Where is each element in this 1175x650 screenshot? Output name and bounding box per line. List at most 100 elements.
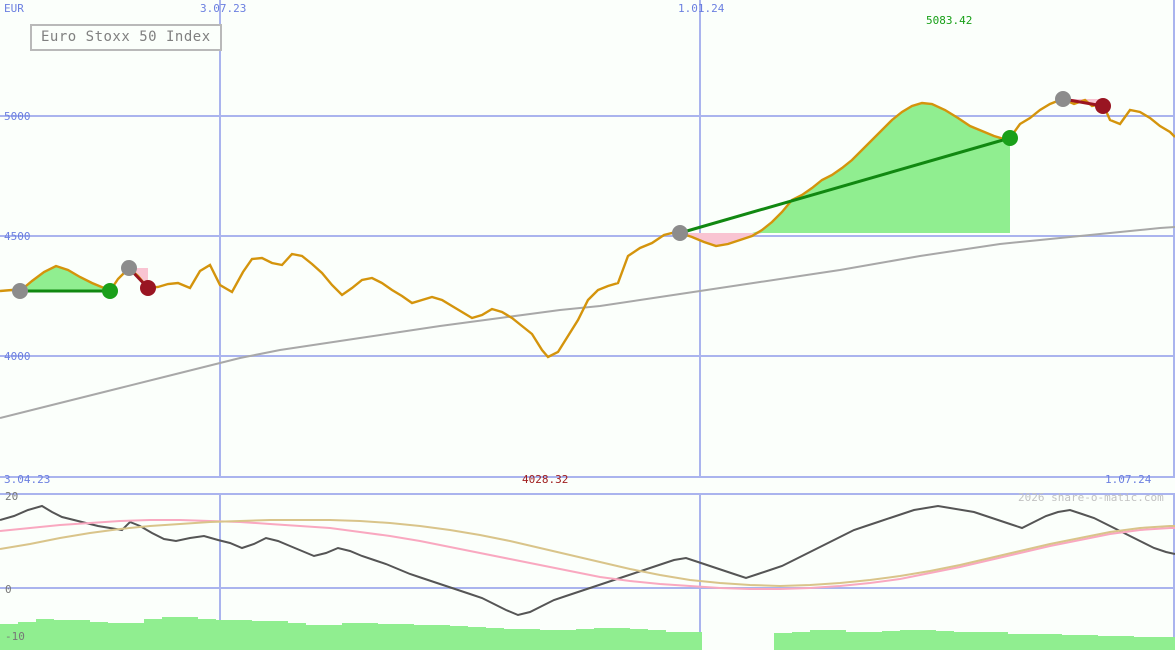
high-price-annotation: 5083.42 xyxy=(926,14,972,27)
volume-bar xyxy=(432,625,450,650)
volume-bar xyxy=(180,617,198,650)
volume-bar xyxy=(1026,634,1044,650)
price-line xyxy=(0,97,1175,359)
entry-marker-1[interactable] xyxy=(12,283,28,299)
volume-bar xyxy=(450,626,468,650)
volume-bar xyxy=(378,624,396,650)
volume-bar xyxy=(990,632,1008,650)
osc-tick-20: 20 xyxy=(5,490,18,503)
volume-bar xyxy=(576,629,594,650)
volume-bar xyxy=(864,632,882,650)
trade-loss-fill xyxy=(129,268,148,288)
volume-bar xyxy=(792,632,810,650)
volume-bar xyxy=(972,632,990,650)
oscillator-line-0 xyxy=(0,504,1175,617)
volume-bar xyxy=(72,620,90,650)
volume-bar xyxy=(630,629,648,650)
volume-bar xyxy=(882,631,900,650)
volume-bar xyxy=(216,620,234,650)
moving-average-line xyxy=(0,226,1175,419)
volume-bar xyxy=(1044,634,1062,650)
volume-bar xyxy=(1098,636,1116,650)
volume-bar xyxy=(144,619,162,650)
volume-bar xyxy=(1134,637,1152,650)
volume-bar xyxy=(900,630,918,650)
volume-bar xyxy=(0,624,18,650)
volume-bar xyxy=(1116,636,1134,650)
volume-bar xyxy=(774,633,792,650)
volume-bar xyxy=(342,623,360,650)
entry-marker-3[interactable] xyxy=(672,225,688,241)
trade-profit-fill xyxy=(20,266,110,291)
x-tick-bottom-left: 3.04.23 xyxy=(4,473,50,486)
volume-bar xyxy=(108,623,126,650)
volume-bar xyxy=(360,623,378,650)
volume-bar xyxy=(1008,634,1026,650)
entry-marker-4[interactable] xyxy=(1055,91,1071,107)
volume-bar xyxy=(252,621,270,650)
x-tick-1-01-24: 1.01.24 xyxy=(678,2,725,15)
volume-bar xyxy=(162,617,180,650)
volume-bar xyxy=(594,628,612,650)
volume-bar-group xyxy=(0,617,1175,650)
exit-marker-profit-1[interactable] xyxy=(102,283,118,299)
volume-bar xyxy=(396,624,414,650)
volume-bar xyxy=(1080,635,1098,650)
volume-bar xyxy=(486,628,504,650)
volume-bar xyxy=(540,630,558,650)
x-tick-3-07-23: 3.07.23 xyxy=(200,2,246,15)
volume-bar xyxy=(306,625,324,650)
volume-bar xyxy=(324,625,342,650)
exit-marker-profit-3[interactable] xyxy=(1002,130,1018,146)
osc-tick-0: 0 xyxy=(5,583,12,596)
volume-bar xyxy=(846,632,864,650)
volume-bar xyxy=(234,620,252,650)
volume-bar xyxy=(954,632,972,650)
trade-connector-profit xyxy=(679,136,1011,235)
volume-bar xyxy=(810,630,828,650)
volume-bar xyxy=(504,629,522,650)
volume-bar xyxy=(270,621,288,650)
volume-bar xyxy=(90,622,108,650)
low-price-annotation: 4028.32 xyxy=(522,473,568,486)
volume-bar xyxy=(198,619,216,650)
volume-bar xyxy=(1170,637,1175,650)
series-line-group xyxy=(0,97,1175,617)
trade-profit-fill xyxy=(680,103,1010,233)
volume-bar xyxy=(1062,635,1080,650)
volume-bar xyxy=(612,628,630,650)
volume-bar xyxy=(54,620,72,650)
trade-marker-group[interactable] xyxy=(12,91,1111,299)
y-tick-5000: 5000 xyxy=(4,110,31,123)
exit-marker-loss-2[interactable] xyxy=(140,280,156,296)
y-tick-4500: 4500 xyxy=(4,230,31,243)
chart-title-box: Euro Stoxx 50 Index xyxy=(30,24,222,51)
watermark-label: 2026 share-o-matic.com xyxy=(1018,491,1164,504)
volume-bar xyxy=(414,625,432,650)
volume-bar xyxy=(288,623,306,650)
osc-tick-minus-10: -10 xyxy=(5,630,25,643)
volume-bar xyxy=(828,630,846,650)
volume-bar xyxy=(126,623,144,650)
entry-marker-2[interactable] xyxy=(121,260,137,276)
volume-bar xyxy=(1152,637,1170,650)
volume-bar xyxy=(936,631,954,650)
currency-label: EUR xyxy=(4,2,24,15)
volume-bar xyxy=(666,632,684,650)
volume-bar xyxy=(468,627,486,650)
volume-bar xyxy=(918,630,936,650)
y-tick-4000: 4000 xyxy=(4,350,31,363)
volume-bar xyxy=(648,630,666,650)
exit-marker-loss-4[interactable] xyxy=(1095,98,1111,114)
volume-bar xyxy=(522,629,540,650)
oscillator-line-2 xyxy=(0,519,1175,588)
volume-bar xyxy=(558,630,576,650)
volume-bar xyxy=(36,619,54,650)
page-title: Euro Stoxx 50 Index xyxy=(41,29,211,45)
volume-bar xyxy=(684,632,702,650)
x-tick-1-07-24: 1.07.24 xyxy=(1105,473,1152,486)
oscillator-line-1 xyxy=(0,519,1175,590)
